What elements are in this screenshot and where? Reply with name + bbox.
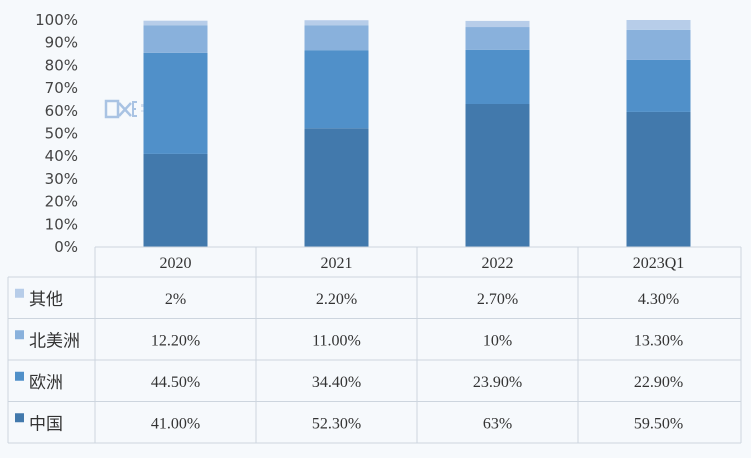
y-tick-label: 20% (45, 193, 78, 211)
bar-segment-2 (304, 50, 369, 129)
bar-segment-1 (143, 153, 208, 247)
data-label: 59.50% (634, 415, 683, 432)
bar-segment-3 (465, 27, 530, 50)
y-tick-label: 60% (45, 102, 78, 120)
data-label: 23.90% (473, 374, 522, 391)
data-label: 12.20% (151, 332, 200, 349)
bar-segment-4 (465, 20, 530, 28)
data-label: 52.30% (312, 415, 361, 432)
data-label: 2.70% (477, 291, 518, 308)
bar-segment-2 (626, 59, 691, 112)
legend-label: 中国 (29, 414, 63, 434)
legend-swatch (15, 288, 24, 298)
data-label: 13.30% (634, 332, 683, 349)
y-tick-label: 80% (45, 56, 78, 74)
bar-segment-1 (304, 128, 369, 247)
bar-segment-3 (304, 25, 369, 51)
bar-segment-2 (465, 49, 530, 104)
data-label: 22.90% (634, 374, 683, 391)
data-label: 63% (483, 415, 512, 432)
category-label: 2021 (321, 255, 353, 272)
data-label: 4.30% (638, 291, 679, 308)
data-label: 41.00% (151, 415, 200, 432)
category-label: 2023Q1 (633, 255, 685, 272)
bar-segment-3 (143, 25, 208, 53)
y-tick-label: 70% (45, 79, 78, 97)
bar-segment-1 (465, 103, 530, 248)
bar-segment-4 (304, 20, 369, 26)
bar-segment-3 (626, 29, 691, 60)
y-tick-label: 100% (35, 11, 78, 29)
legend-swatch (15, 330, 24, 340)
data-label: 2.20% (316, 291, 357, 308)
legend-label: 欧洲 (29, 373, 63, 393)
data-label: 2% (165, 291, 186, 308)
data-label: 10% (483, 332, 512, 349)
legend-label: 北美洲 (29, 331, 80, 351)
data-label: 44.50% (151, 374, 200, 391)
legend-swatch (15, 413, 24, 423)
bar-segment-1 (626, 111, 691, 247)
data-label: 11.00% (312, 332, 361, 349)
category-label: 2020 (160, 255, 192, 272)
y-tick-label: 50% (45, 125, 78, 143)
y-tick-label: 0% (54, 238, 78, 256)
legend-label: 其他 (29, 290, 63, 310)
bar-segment-2 (143, 52, 208, 154)
y-tick-label: 10% (45, 215, 78, 233)
data-label: 34.40% (312, 374, 361, 391)
legend-swatch (15, 371, 24, 381)
y-tick-label: 30% (45, 170, 78, 188)
bar-segment-4 (143, 20, 208, 26)
y-tick-label: 40% (45, 147, 78, 165)
y-tick-label: 90% (45, 34, 78, 52)
category-label: 2022 (482, 255, 514, 272)
bar-segment-4 (626, 20, 691, 30)
